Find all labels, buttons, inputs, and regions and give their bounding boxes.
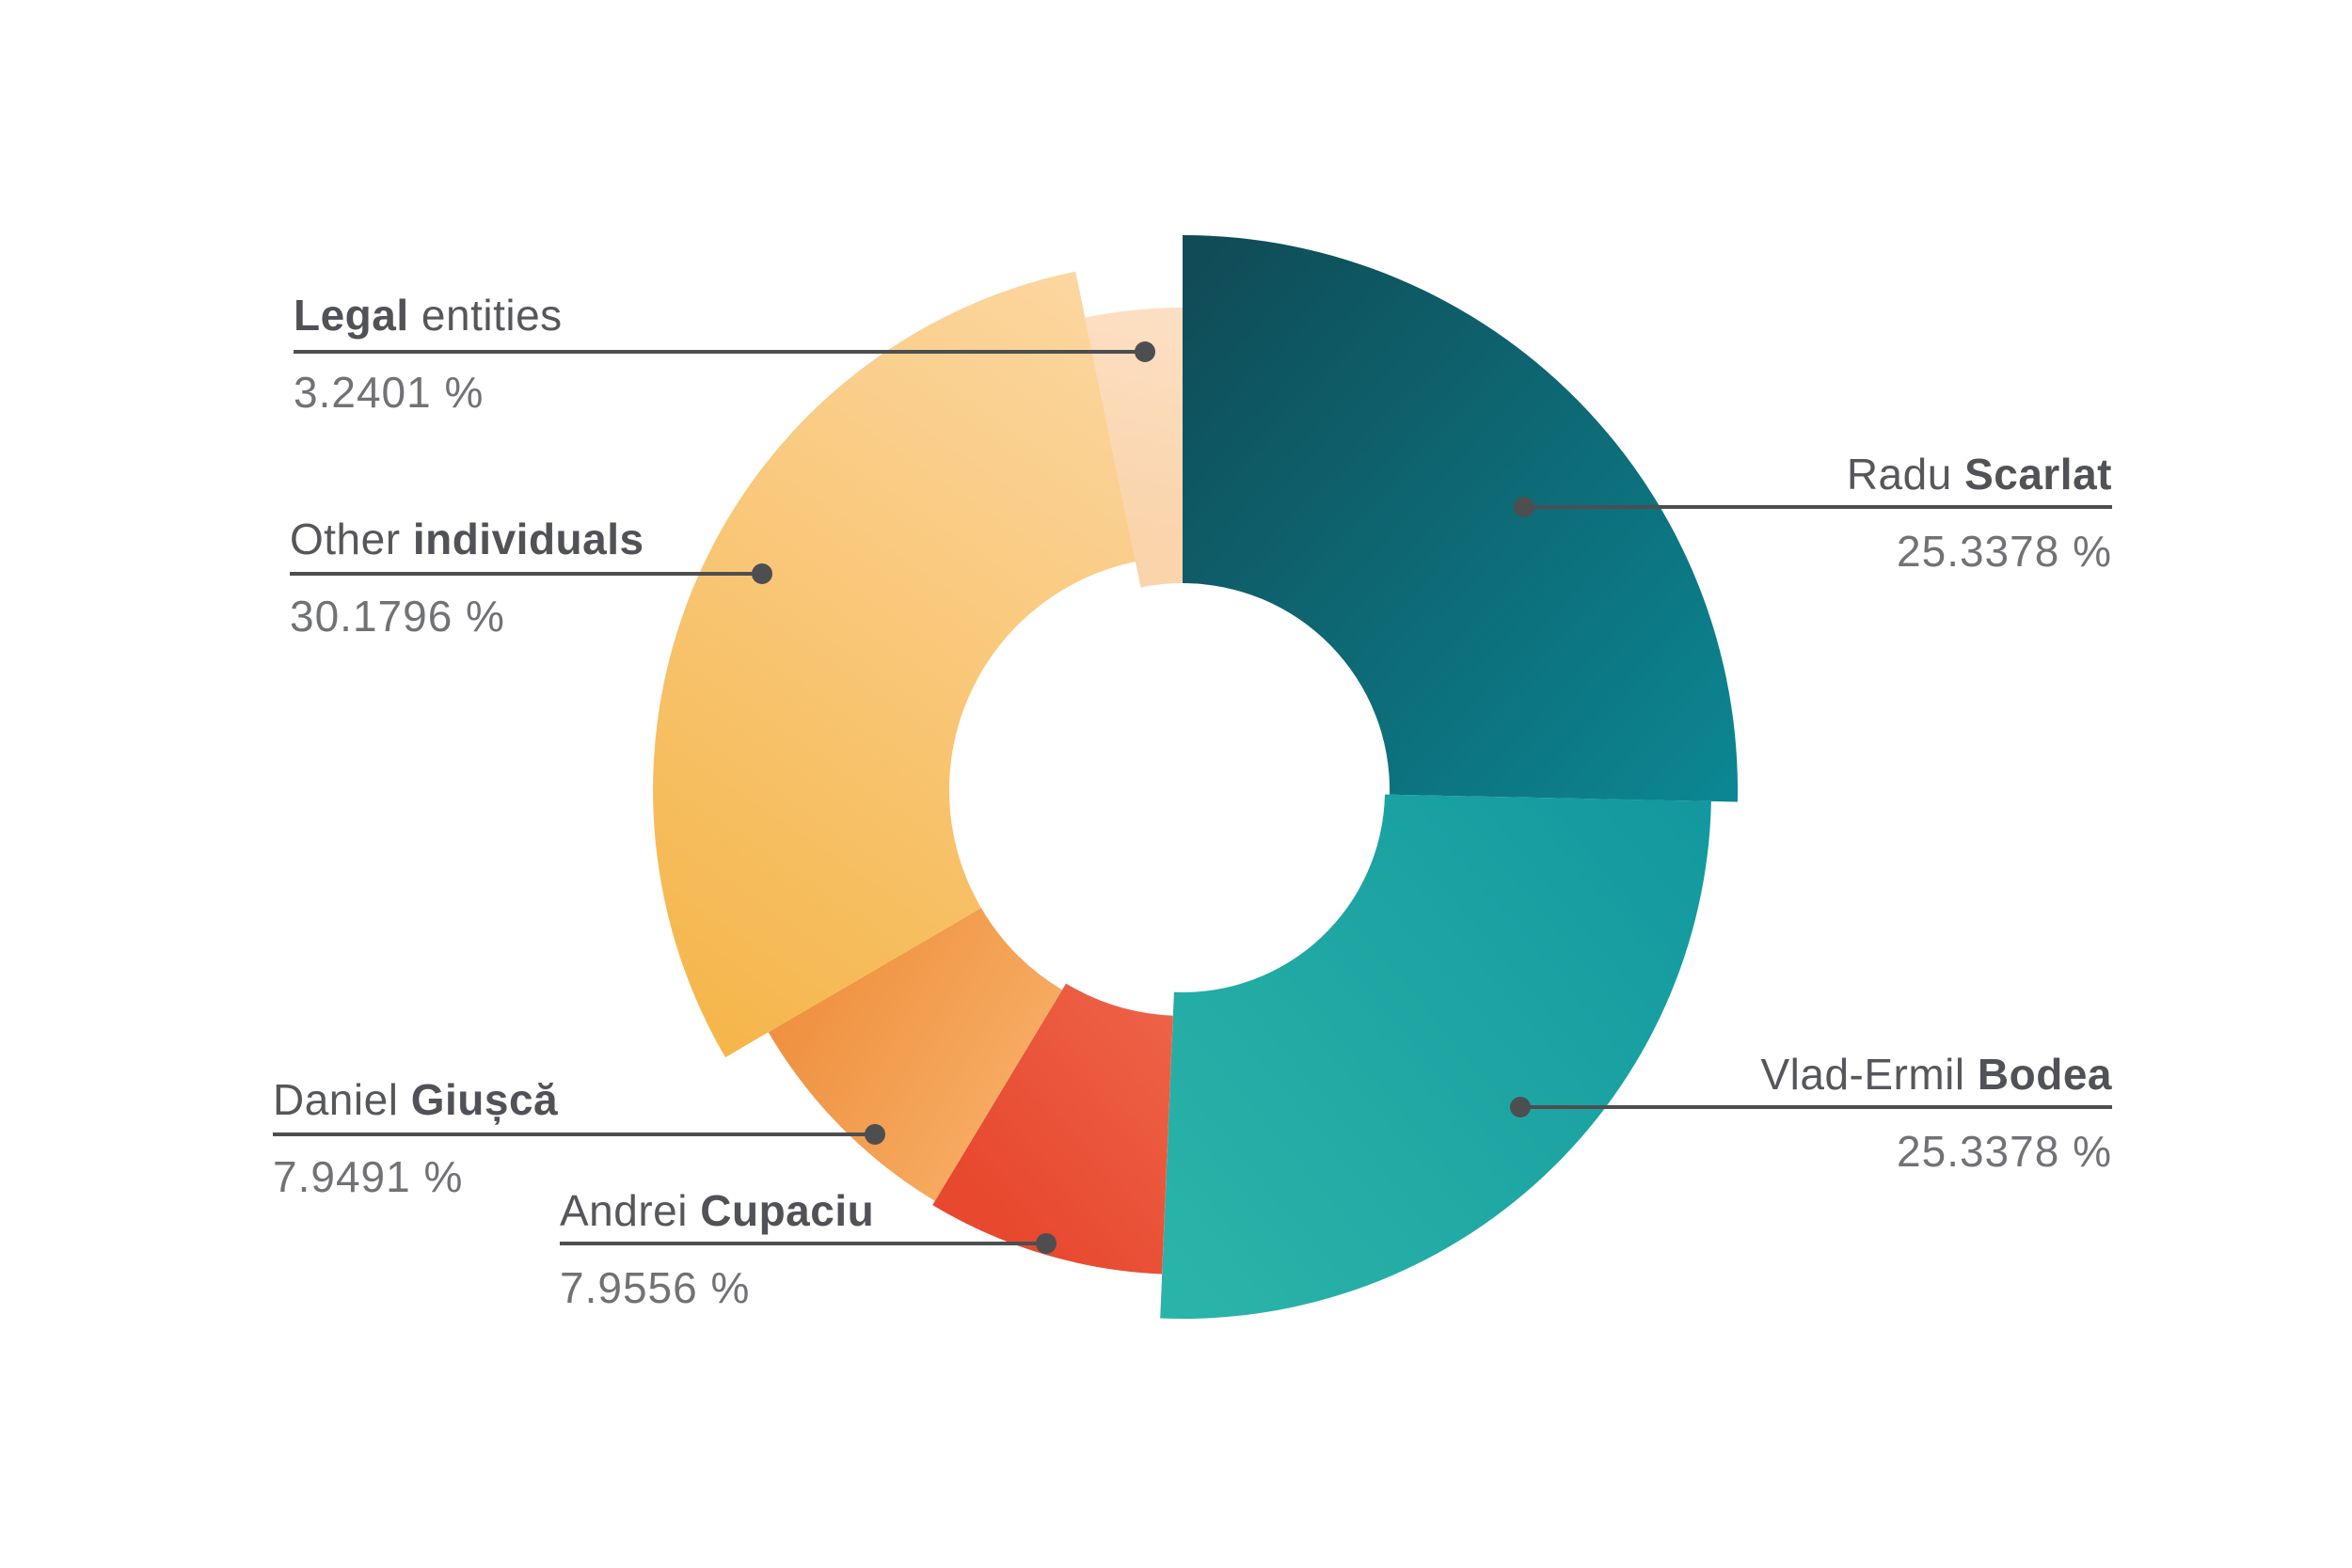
wedge-vlad[interactable] <box>1160 794 1711 1320</box>
wedge-daniel[interactable] <box>768 908 1062 1201</box>
leader-dot-andrei <box>1036 1233 1057 1254</box>
wedge-radu[interactable] <box>1183 235 1739 802</box>
leader-dot-other <box>752 563 772 584</box>
wedge-andrei[interactable] <box>932 983 1173 1275</box>
wedge-other[interactable] <box>653 271 1136 1058</box>
leader-dot-radu <box>1514 497 1534 517</box>
wedge-legal[interactable] <box>1085 308 1183 588</box>
leader-dot-legal <box>1135 341 1155 362</box>
leader-dot-vlad <box>1510 1097 1531 1117</box>
leader-dot-daniel <box>865 1124 885 1145</box>
